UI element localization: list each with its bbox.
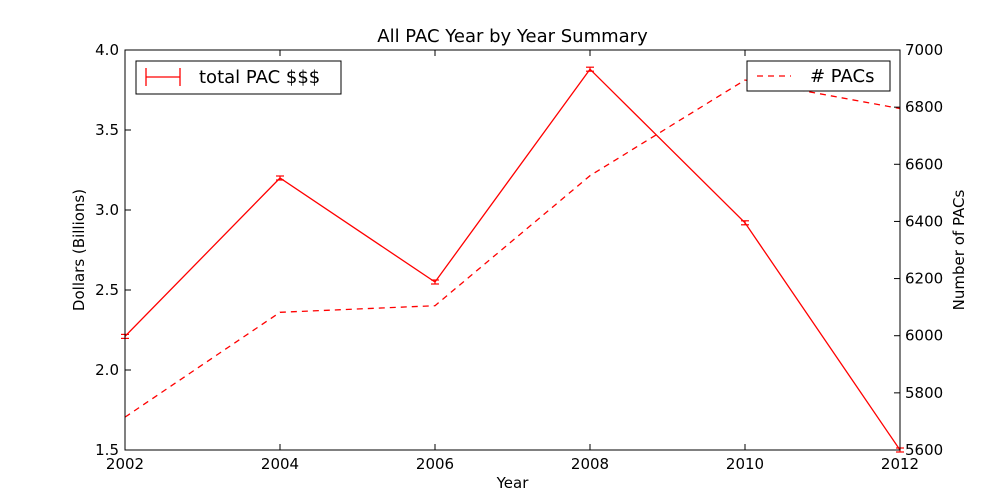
error-bar	[586, 66, 594, 72]
legend-swatch-errorbar	[145, 68, 181, 86]
y-axis-title: Dollars (Billions)	[70, 189, 88, 311]
y2-tick-label: 5800	[905, 384, 943, 402]
x-tick-label: 2002	[106, 455, 144, 473]
y-tick-label: 3.0	[95, 201, 119, 219]
y-tick-label: 4.0	[95, 41, 119, 59]
error-bar	[741, 220, 749, 226]
y2-axis-title: Number of PACs	[950, 190, 968, 311]
x-tick-label: 2012	[881, 455, 919, 473]
y2-tick-label: 6400	[905, 212, 943, 230]
error-bar	[431, 279, 439, 285]
y2-tick-label: 6000	[905, 327, 943, 345]
legend-num-pacs: # PACs	[746, 60, 891, 92]
chart-title: All PAC Year by Year Summary	[377, 26, 648, 47]
error-bar	[276, 175, 284, 181]
y2-tick-label: 6800	[905, 98, 943, 116]
y-tick-label: 1.5	[95, 441, 119, 459]
plot-frame	[124, 49, 901, 451]
ticks-layer: 2002 2004 2006 2008 2010 2012 1.5 2.0 2.5 3.0 3.5 4…	[95, 41, 943, 473]
x-tick-label: 2006	[416, 455, 454, 473]
y2-tick-label: 7000	[905, 41, 943, 59]
legend-label-num-pacs: # PACs	[810, 66, 874, 87]
x-tick-label: 2010	[726, 455, 764, 473]
y-tick-label: 2.5	[95, 281, 119, 299]
legend-label-total-pac: total PAC $$$	[199, 67, 320, 88]
y-tick-label: 2.0	[95, 361, 119, 379]
y2-tick-label: 6200	[905, 270, 943, 288]
series-line-0	[124, 68, 901, 451]
x-tick-label: 2004	[261, 455, 299, 473]
x-axis-title: Year	[496, 474, 530, 492]
y2-tick-label: 5600	[905, 441, 943, 459]
y2-tick-label: 6600	[905, 155, 943, 173]
legend-total-pac: total PAC $$$	[135, 60, 342, 95]
x-tick-label: 2008	[571, 455, 609, 473]
y-tick-label: 3.5	[95, 121, 119, 139]
